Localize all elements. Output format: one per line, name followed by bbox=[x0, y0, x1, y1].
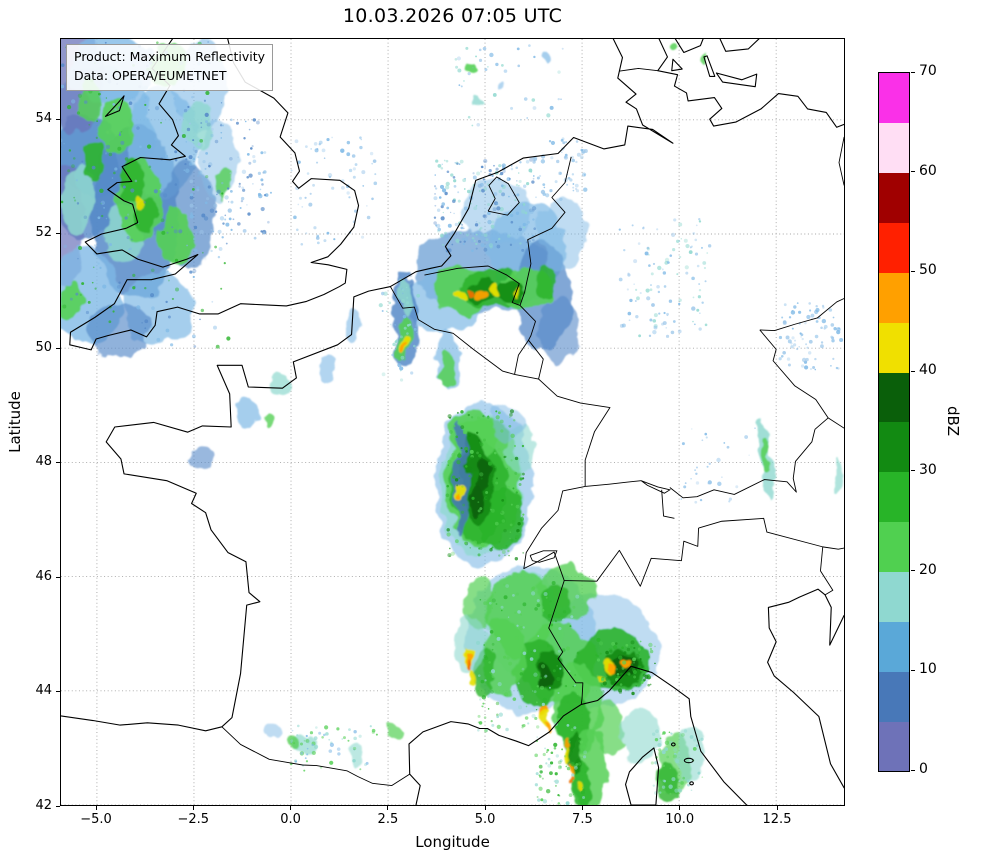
x-tick-label: 7.5 bbox=[572, 812, 593, 827]
x-tick-mark bbox=[484, 806, 486, 810]
y-tick-label: 52 bbox=[35, 225, 52, 240]
colorbar-tick-label: 60 bbox=[919, 162, 937, 179]
x-tick-mark bbox=[776, 806, 778, 810]
product-annotation-box: Product: Maximum Reflectivity Data: OPER… bbox=[66, 44, 274, 91]
colorbar-tick-mark bbox=[911, 470, 915, 472]
colorbar-tick-label: 50 bbox=[919, 262, 937, 279]
colorbar-segment bbox=[879, 571, 909, 622]
colorbar-segment bbox=[879, 521, 909, 573]
colorbar-segment bbox=[879, 122, 909, 174]
x-tick-label: 5.0 bbox=[474, 812, 496, 827]
colorbar-tick-mark bbox=[911, 370, 915, 372]
y-tick-mark bbox=[56, 691, 60, 692]
x-tick-label: 2.5 bbox=[377, 812, 399, 827]
x-tick-label: −5.0 bbox=[80, 812, 112, 827]
colorbar-tick-label: 10 bbox=[919, 661, 937, 678]
colorbar-segment bbox=[879, 621, 909, 672]
data-source-line: Data: OPERA/EUMETNET bbox=[74, 67, 227, 83]
x-tick-label: 10.0 bbox=[665, 812, 695, 827]
colorbar-tick-mark bbox=[911, 669, 915, 671]
colorbar-segment bbox=[879, 721, 909, 772]
y-tick-label: 44 bbox=[35, 683, 52, 698]
y-tick-label: 48 bbox=[35, 454, 52, 469]
y-tick-mark bbox=[56, 347, 60, 349]
colorbar-segment bbox=[879, 73, 909, 124]
colorbar-segment bbox=[879, 372, 909, 423]
colorbar-tick-mark bbox=[911, 270, 915, 272]
x-tick-mark bbox=[387, 806, 389, 810]
y-tick-mark bbox=[56, 118, 60, 120]
country-borders bbox=[221, 67, 844, 786]
colorbar-tick-label: 20 bbox=[919, 561, 937, 578]
colorbar-segment bbox=[879, 471, 909, 523]
colorbar-segment bbox=[879, 172, 909, 224]
coastlines bbox=[61, 39, 844, 805]
x-tick-label: −2.5 bbox=[177, 812, 210, 827]
colorbar-tick-mark bbox=[911, 769, 915, 771]
colorbar-gradient bbox=[879, 73, 909, 772]
colorbar-segment bbox=[879, 322, 909, 373]
colorbar-tick-label: 70 bbox=[919, 63, 937, 79]
y-tick-mark bbox=[56, 233, 60, 234]
map-plot-area: Product: Maximum Reflectivity Data: OPER… bbox=[60, 38, 845, 806]
figure-title: 10.03.2026 07:05 UTC bbox=[342, 5, 563, 27]
colorbar-tick-label: 30 bbox=[919, 461, 937, 478]
x-tick-mark bbox=[290, 806, 292, 810]
lakes bbox=[487, 176, 671, 563]
x-axis-label: Longitude bbox=[415, 833, 490, 851]
colorbar-tick-mark bbox=[911, 71, 915, 73]
x-tick-mark bbox=[581, 806, 583, 810]
colorbar-tick-mark bbox=[911, 171, 915, 173]
x-tick-mark bbox=[95, 806, 97, 810]
y-tick-label: 46 bbox=[35, 568, 52, 584]
colorbar-tick-label: 40 bbox=[919, 362, 937, 379]
x-tick-label: 12.5 bbox=[762, 812, 792, 827]
colorbar-segment bbox=[879, 222, 909, 273]
colorbar-tick-mark bbox=[911, 570, 915, 572]
y-tick-label: 50 bbox=[35, 339, 52, 355]
y-tick-mark bbox=[56, 462, 60, 463]
colorbar-tick-label: 0 bbox=[919, 761, 928, 777]
colorbar bbox=[878, 72, 910, 772]
x-tick-mark bbox=[679, 806, 681, 810]
y-tick-mark bbox=[56, 805, 60, 807]
radar-speckles bbox=[61, 40, 844, 805]
colorbar-segment bbox=[879, 422, 909, 473]
colorbar-label: dBZ bbox=[944, 405, 962, 437]
radar-map-canvas bbox=[61, 39, 844, 805]
radar-echoes bbox=[61, 39, 843, 805]
x-tick-mark bbox=[192, 806, 194, 810]
colorbar-segment bbox=[879, 671, 909, 722]
x-tick-label: 0.0 bbox=[280, 812, 301, 827]
y-axis-label: Latitude bbox=[6, 391, 24, 453]
y-tick-label: 42 bbox=[35, 797, 52, 813]
y-tick-mark bbox=[56, 576, 60, 578]
product-line: Product: Maximum Reflectivity bbox=[74, 49, 266, 64]
y-tick-label: 54 bbox=[35, 110, 52, 126]
colorbar-segment bbox=[879, 272, 909, 323]
